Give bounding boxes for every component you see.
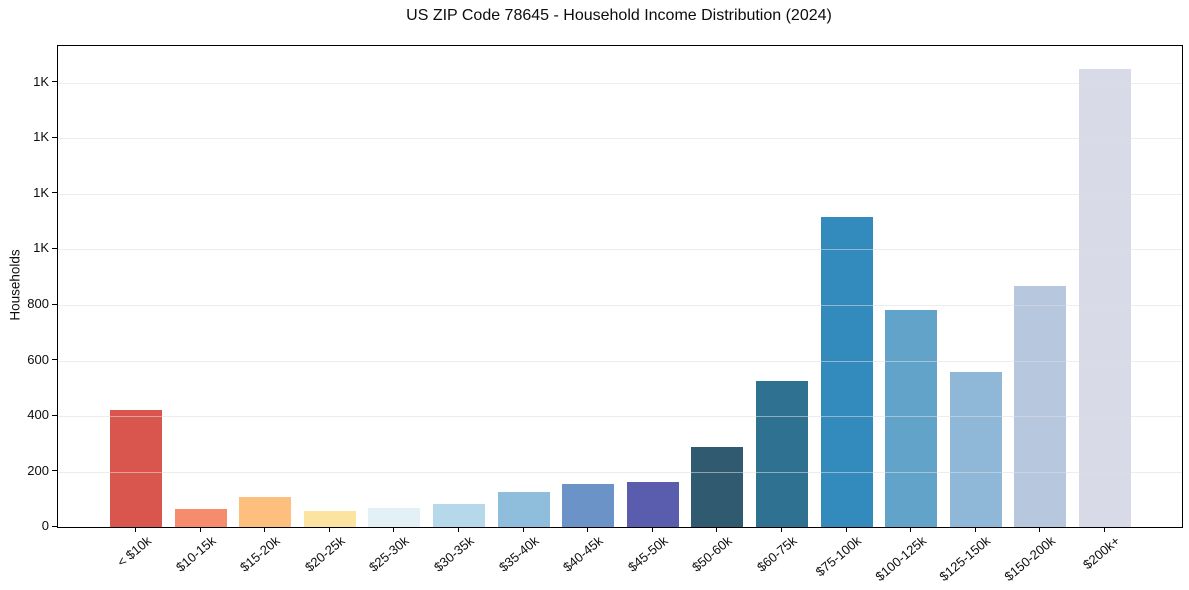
bar	[885, 309, 938, 527]
x-tick-mark	[974, 527, 976, 532]
x-tick-mark	[328, 527, 330, 532]
bar	[562, 484, 615, 527]
x-tick-mark	[199, 527, 201, 532]
bar	[368, 508, 421, 527]
y-tick-mark	[52, 136, 57, 138]
bar	[497, 492, 550, 527]
y-tick-label: 1K	[33, 240, 49, 256]
bar	[949, 372, 1002, 527]
bar	[174, 509, 227, 527]
bar	[433, 504, 485, 527]
x-tick-mark	[781, 527, 782, 532]
x-tick-label: $150-200k	[1001, 533, 1059, 584]
x-tick-mark	[716, 527, 718, 532]
gridline	[58, 416, 1182, 417]
y-tick-mark	[52, 470, 57, 471]
x-tick-label: $30-35k	[431, 533, 477, 575]
y-tick-mark	[52, 247, 57, 249]
x-tick-label: $35-40k	[495, 533, 542, 575]
y-tick-label: 0	[41, 518, 49, 533]
x-tick-label: $10-15k	[172, 533, 219, 575]
x-tick-label: $50-60k	[689, 533, 736, 575]
x-tick-mark	[1039, 527, 1041, 532]
x-tick-mark	[522, 527, 524, 532]
bar	[303, 510, 356, 527]
gridline	[58, 305, 1182, 306]
bar	[691, 447, 744, 527]
x-tick-label: $200k+	[1080, 533, 1123, 573]
y-tick-label: 200	[27, 462, 49, 478]
x-tick-mark	[845, 527, 847, 532]
gridline	[58, 471, 1182, 473]
chart-title: US ZIP Code 78645 - Household Income Dis…	[406, 7, 832, 24]
x-tick-label: $125-150k	[936, 533, 994, 584]
gridline	[58, 360, 1182, 362]
y-tick-label: 1K	[33, 73, 49, 89]
bar	[110, 410, 162, 527]
bar	[239, 497, 292, 527]
x-tick-mark	[1104, 527, 1105, 532]
x-tick-label: $75-100k	[813, 533, 865, 580]
y-tick-mark	[52, 192, 57, 194]
y-tick-label: 400	[27, 407, 49, 422]
bar	[626, 482, 679, 527]
y-tick-label: 600	[27, 351, 49, 367]
bar	[756, 380, 808, 527]
y-tick-mark	[52, 359, 57, 360]
y-tick-label: 1K	[33, 184, 49, 200]
gridline	[58, 249, 1182, 251]
bar	[1079, 68, 1131, 527]
y-tick-mark	[52, 525, 57, 527]
x-tick-mark	[393, 527, 395, 532]
x-tick-label: $40-45k	[560, 533, 606, 575]
x-tick-label: $100-125k	[872, 533, 929, 584]
y-tick-mark	[52, 303, 57, 305]
y-tick-mark	[52, 81, 57, 83]
x-tick-label: < $10k	[113, 533, 154, 570]
y-tick-label: 1K	[33, 129, 49, 145]
x-tick-label: $25-30k	[366, 533, 413, 575]
x-tick-label: $60-75k	[754, 533, 800, 575]
gridline	[58, 193, 1182, 195]
y-tick-label: 800	[27, 296, 49, 311]
gridline	[58, 138, 1182, 140]
x-tick-mark	[587, 527, 589, 532]
gridline	[58, 82, 1182, 84]
x-tick-mark	[264, 527, 266, 532]
y-tick-mark	[52, 414, 57, 416]
bar	[1014, 285, 1067, 527]
x-tick-mark	[910, 527, 912, 532]
x-tick-mark	[651, 527, 653, 532]
bar	[820, 216, 873, 527]
x-tick-label: $15-20k	[237, 533, 283, 575]
x-tick-label: $45-50k	[624, 533, 671, 575]
plot-area	[57, 45, 1183, 528]
x-tick-mark	[458, 527, 459, 532]
x-tick-mark	[135, 527, 136, 532]
x-tick-label: $20-25k	[301, 533, 348, 575]
